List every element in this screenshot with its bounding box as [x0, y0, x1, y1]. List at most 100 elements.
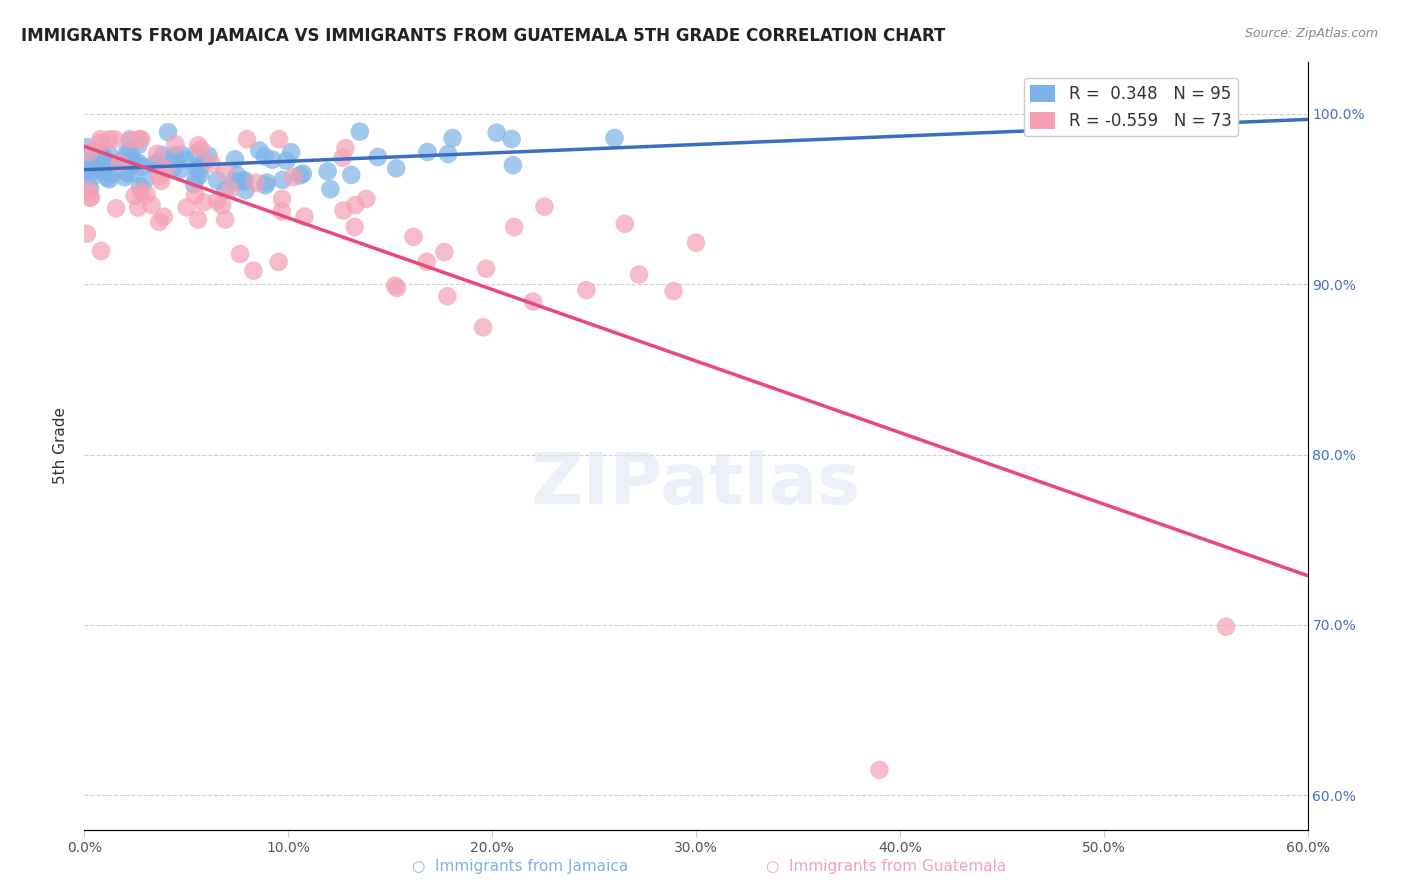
Point	[77, 163, 100, 178]
Point	[131, 160, 153, 174]
Point	[214, 164, 236, 178]
Point	[90, 244, 112, 258]
Point	[135, 187, 157, 202]
Point	[183, 178, 205, 192]
Point	[224, 174, 246, 188]
Point	[150, 174, 173, 188]
Point	[472, 320, 495, 334]
Point	[603, 131, 626, 145]
Point	[235, 183, 257, 197]
Point	[79, 190, 101, 204]
Point	[114, 170, 136, 185]
Point	[86, 161, 108, 176]
Point	[96, 170, 118, 185]
Point	[89, 159, 111, 173]
Point	[100, 157, 122, 171]
Point	[155, 162, 177, 177]
Point	[193, 154, 215, 169]
Point	[254, 178, 277, 193]
Point	[211, 198, 233, 212]
Point	[82, 169, 104, 184]
Point	[129, 179, 152, 194]
Point	[149, 169, 172, 184]
Point	[294, 210, 316, 224]
Point	[533, 200, 555, 214]
Point	[98, 172, 121, 186]
Point	[104, 132, 127, 146]
Point	[269, 132, 291, 146]
Point	[226, 169, 249, 183]
Point	[112, 153, 135, 168]
Point	[83, 156, 105, 170]
Point	[152, 148, 174, 162]
Point	[186, 161, 208, 175]
Point	[236, 132, 259, 146]
Point	[97, 147, 120, 161]
Point	[187, 212, 209, 227]
Point	[115, 146, 138, 161]
Point	[247, 144, 270, 158]
Point	[134, 173, 156, 187]
Point	[290, 168, 312, 182]
Point	[127, 201, 149, 215]
Point	[385, 281, 408, 295]
Point	[219, 183, 242, 197]
Point	[103, 167, 125, 181]
Point	[233, 173, 256, 187]
Point	[108, 156, 131, 170]
Point	[124, 188, 146, 202]
Point	[201, 157, 224, 171]
Point	[162, 161, 184, 176]
Point	[485, 126, 508, 140]
Point	[176, 201, 198, 215]
Point	[79, 181, 101, 195]
Point	[436, 289, 458, 303]
Point	[184, 188, 207, 202]
Point	[79, 145, 101, 159]
Point	[256, 176, 278, 190]
Point	[276, 153, 298, 168]
Point	[187, 138, 209, 153]
Point	[253, 149, 276, 163]
Point	[128, 132, 150, 146]
Point	[146, 146, 169, 161]
Point	[433, 245, 456, 260]
Point	[402, 229, 425, 244]
Point	[148, 154, 170, 169]
Point	[193, 195, 215, 210]
Point	[385, 161, 408, 176]
Text: IMMIGRANTS FROM JAMAICA VS IMMIGRANTS FROM GUATEMALA 5TH GRADE CORRELATION CHART: IMMIGRANTS FROM JAMAICA VS IMMIGRANTS FR…	[21, 27, 945, 45]
Legend: R =  0.348   N = 95, R = -0.559   N = 73: R = 0.348 N = 95, R = -0.559 N = 73	[1024, 78, 1239, 136]
Point	[79, 191, 101, 205]
Point	[94, 159, 117, 173]
Point	[121, 153, 143, 167]
Text: Source: ZipAtlas.com: Source: ZipAtlas.com	[1244, 27, 1378, 40]
Point	[502, 158, 524, 172]
Point	[89, 136, 111, 150]
Point	[89, 155, 111, 169]
Point	[76, 140, 98, 154]
Point	[118, 167, 141, 181]
Point	[343, 219, 366, 234]
Point	[662, 284, 685, 298]
Point	[188, 168, 211, 182]
Point	[280, 145, 302, 160]
Point	[384, 278, 406, 293]
Point	[142, 158, 165, 172]
Point	[98, 155, 121, 169]
Text: ○  Immigrants from Guatemala: ○ Immigrants from Guatemala	[766, 859, 1005, 874]
Point	[283, 170, 305, 185]
Point	[100, 167, 122, 181]
Point	[89, 145, 111, 159]
Point	[184, 146, 207, 161]
Text: ○  Immigrants from Jamaica: ○ Immigrants from Jamaica	[412, 859, 628, 874]
Point	[118, 156, 141, 170]
Text: ZIPatlas: ZIPatlas	[531, 450, 860, 519]
Point	[332, 151, 354, 165]
Point	[79, 166, 101, 180]
Point	[82, 162, 104, 177]
Point	[170, 147, 193, 161]
Point	[869, 763, 891, 777]
Point	[214, 183, 236, 197]
Point	[224, 153, 246, 167]
